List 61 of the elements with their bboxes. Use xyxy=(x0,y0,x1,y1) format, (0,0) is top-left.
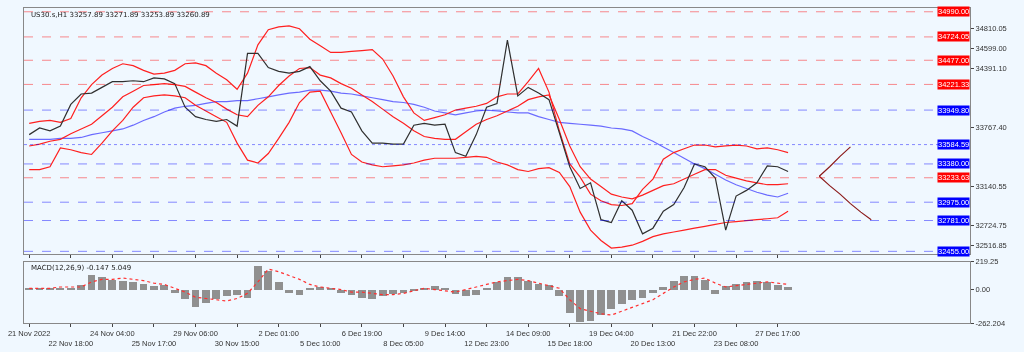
bar xyxy=(431,285,439,290)
bar xyxy=(680,275,688,290)
bar xyxy=(129,281,137,290)
bar xyxy=(701,279,709,290)
bar xyxy=(296,289,303,295)
bar xyxy=(212,289,220,299)
bar xyxy=(379,289,387,296)
bar xyxy=(285,289,293,293)
bar xyxy=(337,289,345,293)
bar xyxy=(597,289,605,315)
bar xyxy=(472,289,480,295)
line-series xyxy=(28,89,789,198)
bar xyxy=(524,280,532,290)
bar xyxy=(98,276,106,290)
line-series xyxy=(28,39,789,235)
bar xyxy=(711,289,719,294)
bar xyxy=(514,276,522,290)
bar xyxy=(607,289,615,309)
bar xyxy=(67,287,75,290)
bar xyxy=(160,284,168,290)
bar xyxy=(784,286,792,290)
bar xyxy=(306,287,314,290)
bar xyxy=(150,285,158,290)
bar xyxy=(223,289,231,296)
bar xyxy=(493,281,501,290)
bar xyxy=(774,284,782,290)
bar xyxy=(88,274,95,290)
bar xyxy=(275,281,283,290)
bar xyxy=(535,283,542,290)
bar xyxy=(389,289,397,294)
bar xyxy=(504,276,511,290)
bar xyxy=(192,289,199,307)
bar xyxy=(441,287,449,290)
bar xyxy=(202,289,210,303)
bar xyxy=(691,275,698,290)
bar xyxy=(753,280,761,290)
bar xyxy=(264,270,272,290)
bar xyxy=(743,281,750,290)
bar xyxy=(108,279,116,290)
bar xyxy=(639,289,646,298)
bar xyxy=(618,289,626,304)
bar xyxy=(358,289,366,298)
bar xyxy=(555,289,563,296)
line-series xyxy=(28,25,789,207)
bar xyxy=(649,289,657,293)
bar xyxy=(140,283,147,290)
bar xyxy=(254,265,262,290)
line-series xyxy=(28,90,789,249)
bar xyxy=(628,289,636,300)
bar xyxy=(181,289,189,299)
bar xyxy=(763,281,771,290)
bar xyxy=(119,280,127,290)
bar xyxy=(587,289,594,321)
bar xyxy=(483,287,491,290)
bar xyxy=(566,289,574,313)
bar xyxy=(670,280,678,290)
bar xyxy=(462,289,470,296)
bar xyxy=(171,289,179,293)
bar xyxy=(659,286,667,290)
bar xyxy=(233,289,241,295)
bar xyxy=(56,287,64,290)
